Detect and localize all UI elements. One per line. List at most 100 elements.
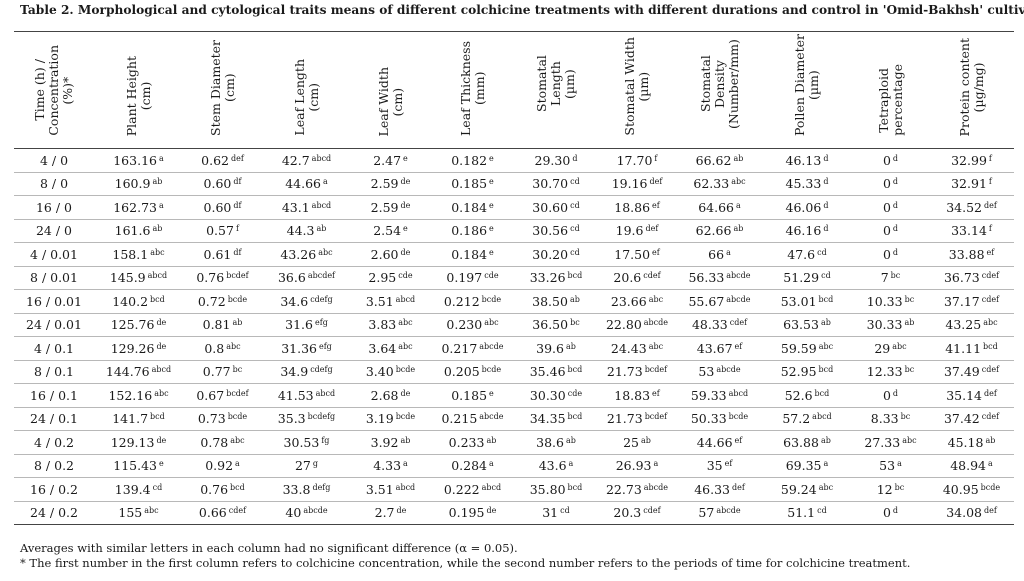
cell-value: 20.6 [613, 270, 642, 286]
significance-letters: def [231, 153, 244, 163]
value-cell: 45.33 d [762, 172, 852, 196]
cell-value: 69.35 [785, 458, 822, 474]
value-cell: 43.1 abcd [262, 195, 351, 220]
significance-letters: bcdef [226, 388, 249, 398]
cell-value: 34.9 [280, 364, 309, 380]
value-cell: 125.76 de [94, 313, 183, 337]
cell-value: 23.66 [610, 293, 647, 309]
value-cell: 26.93 a [597, 454, 677, 478]
cell-value: 48.33 [691, 317, 728, 333]
treatment-cell: 16 / 0.1 [14, 383, 94, 408]
significance-letters: f [988, 153, 992, 163]
value-cell: 160.9 ab [94, 172, 183, 196]
significance-letters: cd [821, 271, 831, 281]
value-cell: 44.3 ab [262, 219, 351, 243]
value-cell: 46.06 d [762, 195, 852, 220]
significance-letters: abcde [479, 412, 504, 422]
significance-letters: abcde [303, 506, 328, 516]
cell-value: 29.30 [534, 152, 571, 168]
table-caption: Table 2. Morphological and cytological t… [20, 3, 1024, 17]
value-cell: 144.76 abcd [94, 360, 183, 384]
cell-value: 0.195 [448, 505, 485, 521]
cell-value: 43.26 [280, 246, 317, 262]
value-cell: 163.16 a [94, 148, 183, 173]
significance-letters: cd [570, 224, 580, 234]
significance-letters: ab [904, 318, 915, 328]
cell-value: 4 / 0.2 [34, 434, 74, 450]
value-cell: 0.8 abc [183, 336, 262, 361]
significance-letters: cdef [981, 294, 1000, 304]
cell-value: 161.6 [114, 223, 151, 239]
value-cell: 3.40 bcde [351, 360, 430, 384]
significance-letters: abc [648, 294, 664, 304]
cell-value: 4.33 [373, 458, 402, 474]
cell-value: 43.1 [281, 199, 310, 215]
value-cell: 35.80 bcd [515, 477, 597, 502]
value-cell: 62.33 abc [677, 172, 762, 196]
column-header-label: Leaf Thickness (mm) [457, 41, 487, 136]
value-cell: 8.33 bc [852, 407, 929, 431]
cell-value: 2.47 [373, 152, 402, 168]
value-cell: 0.185 e [430, 383, 515, 408]
value-cell: 115.43 e [94, 454, 183, 478]
cell-value: 38.6 [536, 434, 564, 450]
cell-value: 7 [880, 270, 889, 286]
significance-letters: ef [652, 200, 660, 210]
value-cell: 0.233 ab [430, 430, 515, 455]
value-cell: 20.3 cdef [597, 501, 677, 525]
value-cell: 0.197 cde [430, 266, 515, 290]
significance-letters: ef [724, 459, 733, 469]
column-header: Pollen Diameter (µm) [762, 31, 852, 149]
cell-value: 51.1 [787, 505, 816, 521]
significance-letters: abcdef [307, 271, 336, 281]
value-cell: 43.26 abc [262, 242, 351, 267]
cell-value: 155 [118, 505, 143, 521]
significance-letters: bcd [983, 341, 998, 351]
cell-value: 0.67 [196, 387, 225, 403]
table-row: 16 / 0.01 140.2 bcd 0.72 bcde 34.6 cdefg 3.51 ab… [14, 289, 1014, 314]
cell-value: 27 [294, 458, 311, 474]
cell-value: 3.64 [368, 340, 397, 356]
significance-letters: abc [731, 177, 746, 187]
cell-value: 62.66 [695, 223, 732, 239]
cell-value: 36.50 [532, 317, 569, 333]
significance-letters: abcd [728, 388, 749, 398]
cell-value: 0.197 [446, 270, 483, 286]
significance-letters: bcde [395, 365, 416, 375]
treatment-cell: 4 / 0.01 [14, 242, 94, 267]
cell-value: 57.2 [782, 411, 811, 427]
treatment-cell: 8 / 0.2 [14, 454, 94, 478]
value-cell: 63.88 ab [762, 430, 852, 455]
significance-letters: d [823, 177, 829, 187]
significance-letters: def [645, 224, 659, 234]
value-cell: 44.66 a [262, 172, 351, 196]
significance-letters: e [159, 459, 164, 469]
significance-letters: def [983, 200, 997, 210]
value-cell: 40.95 bcde [929, 477, 1014, 502]
value-cell: 0.66 cdef [183, 501, 262, 525]
cell-value: 0.92 [205, 458, 234, 474]
table-row: 8 / 0.01 145.9 abcd 0.76 bcdef 36.6 abcdef 2.95… [14, 266, 1014, 290]
table-row: 8 / 0.2 115.43 e 0.92 a 27 g 4.33 a 0.284 a 43.6 a 26… [14, 454, 1014, 478]
value-cell: 30.60 cd [515, 195, 597, 220]
cell-value: 125.76 [110, 317, 155, 333]
cell-value: 34.52 [946, 199, 982, 215]
value-cell: 31 cd [515, 501, 597, 525]
value-cell: 53 a [852, 454, 929, 478]
significance-letters: ab [985, 435, 996, 445]
value-cell: 53 abcde [677, 360, 762, 384]
significance-letters: ab [152, 224, 163, 234]
treatment-footnote: * The first number in the first column r… [20, 556, 911, 570]
cell-value: 30.70 [532, 176, 569, 192]
treatment-cell: 8 / 0.1 [14, 360, 94, 384]
column-header: Tetraploid percentage [852, 31, 929, 149]
cell-value: 4 / 0 [39, 152, 69, 168]
cell-value: 158.1 [112, 246, 149, 262]
value-cell: 25 ab [597, 430, 677, 455]
cell-value: 8 / 0.01 [30, 270, 78, 286]
significance-letters: def [731, 482, 745, 492]
value-cell: 27.33 abc [852, 430, 929, 455]
value-cell: 18.83 ef [597, 383, 677, 408]
